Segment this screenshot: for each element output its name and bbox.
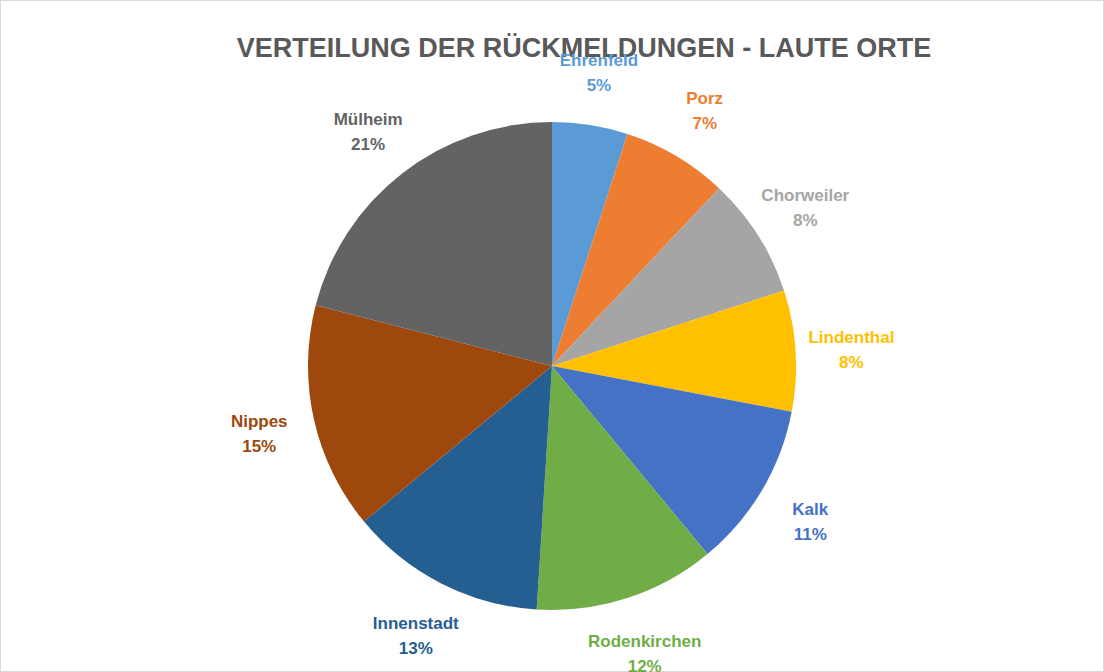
slice-value-label: 13%: [399, 639, 433, 658]
chart-svg: VERTEILUNG DER RÜCKMELDUNGEN - LAUTE ORT…: [0, 0, 1104, 672]
slice-value-label: 15%: [242, 437, 276, 456]
pie-slice: [537, 366, 708, 610]
slice-category-label: Ehrenfeld: [560, 51, 638, 70]
chart-container: VERTEILUNG DER RÜCKMELDUNGEN - LAUTE ORT…: [0, 0, 1104, 672]
slice-value-label: 21%: [351, 135, 385, 154]
chart-frame: [1, 1, 1104, 672]
pie-slices: [308, 122, 796, 610]
slice-category-label: Porz: [686, 89, 723, 108]
slice-category-label: Lindenthal: [808, 328, 894, 347]
slice-category-label: Nippes: [231, 412, 288, 431]
slice-value-label: 7%: [692, 114, 717, 133]
slice-category-label: Rodenkirchen: [588, 632, 701, 651]
slice-value-label: 5%: [587, 76, 612, 95]
slice-category-label: Chorweiler: [761, 186, 849, 205]
slice-value-label: 12%: [628, 657, 662, 672]
slice-category-label: Kalk: [792, 500, 828, 519]
slice-value-label: 11%: [794, 525, 827, 544]
slice-category-label: Mülheim: [334, 110, 403, 129]
pie-slice: [316, 122, 552, 366]
slice-value-label: 8%: [793, 211, 818, 230]
slice-category-label: Innenstadt: [373, 614, 459, 633]
slice-value-label: 8%: [839, 353, 864, 372]
